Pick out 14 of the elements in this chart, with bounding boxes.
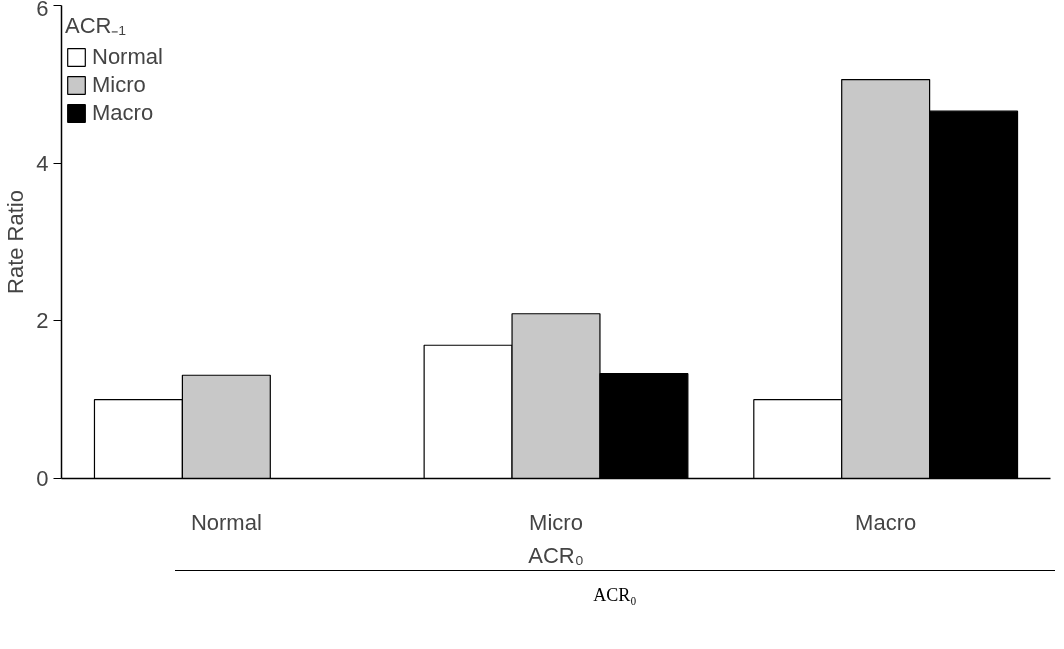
x-tick-label: Normal — [190, 509, 262, 535]
x-axis-title: ACR₀ — [528, 542, 584, 568]
legend-label: Micro — [92, 72, 146, 98]
legend-label: Macro — [92, 100, 154, 126]
legend-label: Normal — [92, 44, 163, 70]
y-axis-title: Rate Ratio — [3, 190, 29, 294]
y-tick-label: 6 — [36, 0, 49, 21]
y-tick-label: 4 — [36, 150, 49, 176]
x-tick-label: Macro — [855, 509, 917, 535]
x-tick-label: Micro — [529, 509, 583, 535]
y-tick-label: 0 — [36, 466, 49, 491]
text: ACR₀ — [593, 584, 637, 607]
legend-title: ACR₋₁ — [65, 12, 127, 39]
y-tick-label: 2 — [36, 308, 49, 334]
